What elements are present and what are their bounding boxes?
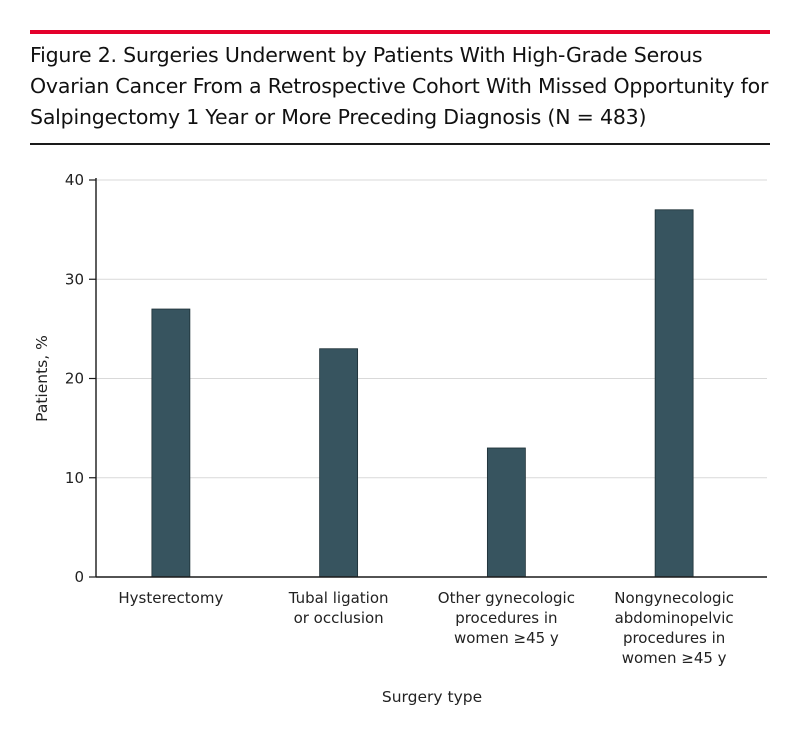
x-tick-label: Tubal ligation or occlusion xyxy=(288,589,389,627)
axes xyxy=(89,178,767,578)
bar xyxy=(654,209,694,578)
y-tick-label: 20 xyxy=(65,370,84,388)
top-accent-rule xyxy=(30,30,770,34)
bar xyxy=(151,308,191,578)
title-divider xyxy=(30,143,770,145)
bars xyxy=(151,209,694,578)
x-tick-label: Nongynecologic abdominopelvic procedures i… xyxy=(614,589,734,667)
y-tick-label: 0 xyxy=(74,568,84,586)
x-axis-title: Surgery type xyxy=(382,688,482,706)
bar xyxy=(319,348,359,578)
bar xyxy=(486,447,526,578)
x-tick-label: Hysterectomy xyxy=(118,589,223,607)
x-tick-label: Other gynecologic procedures in women ≥45 … xyxy=(438,589,575,647)
y-tick-label: 30 xyxy=(65,270,84,288)
axis-labels: 0 10 20 30 40 Hysterectomy Tubal ligation or oc… xyxy=(33,171,734,706)
y-tick-label: 10 xyxy=(65,469,84,487)
y-tick-label: 40 xyxy=(65,171,84,189)
figure-title: Figure 2. Surgeries Underwent by Patient… xyxy=(30,43,769,129)
y-axis-title: Patients, % xyxy=(33,335,51,422)
